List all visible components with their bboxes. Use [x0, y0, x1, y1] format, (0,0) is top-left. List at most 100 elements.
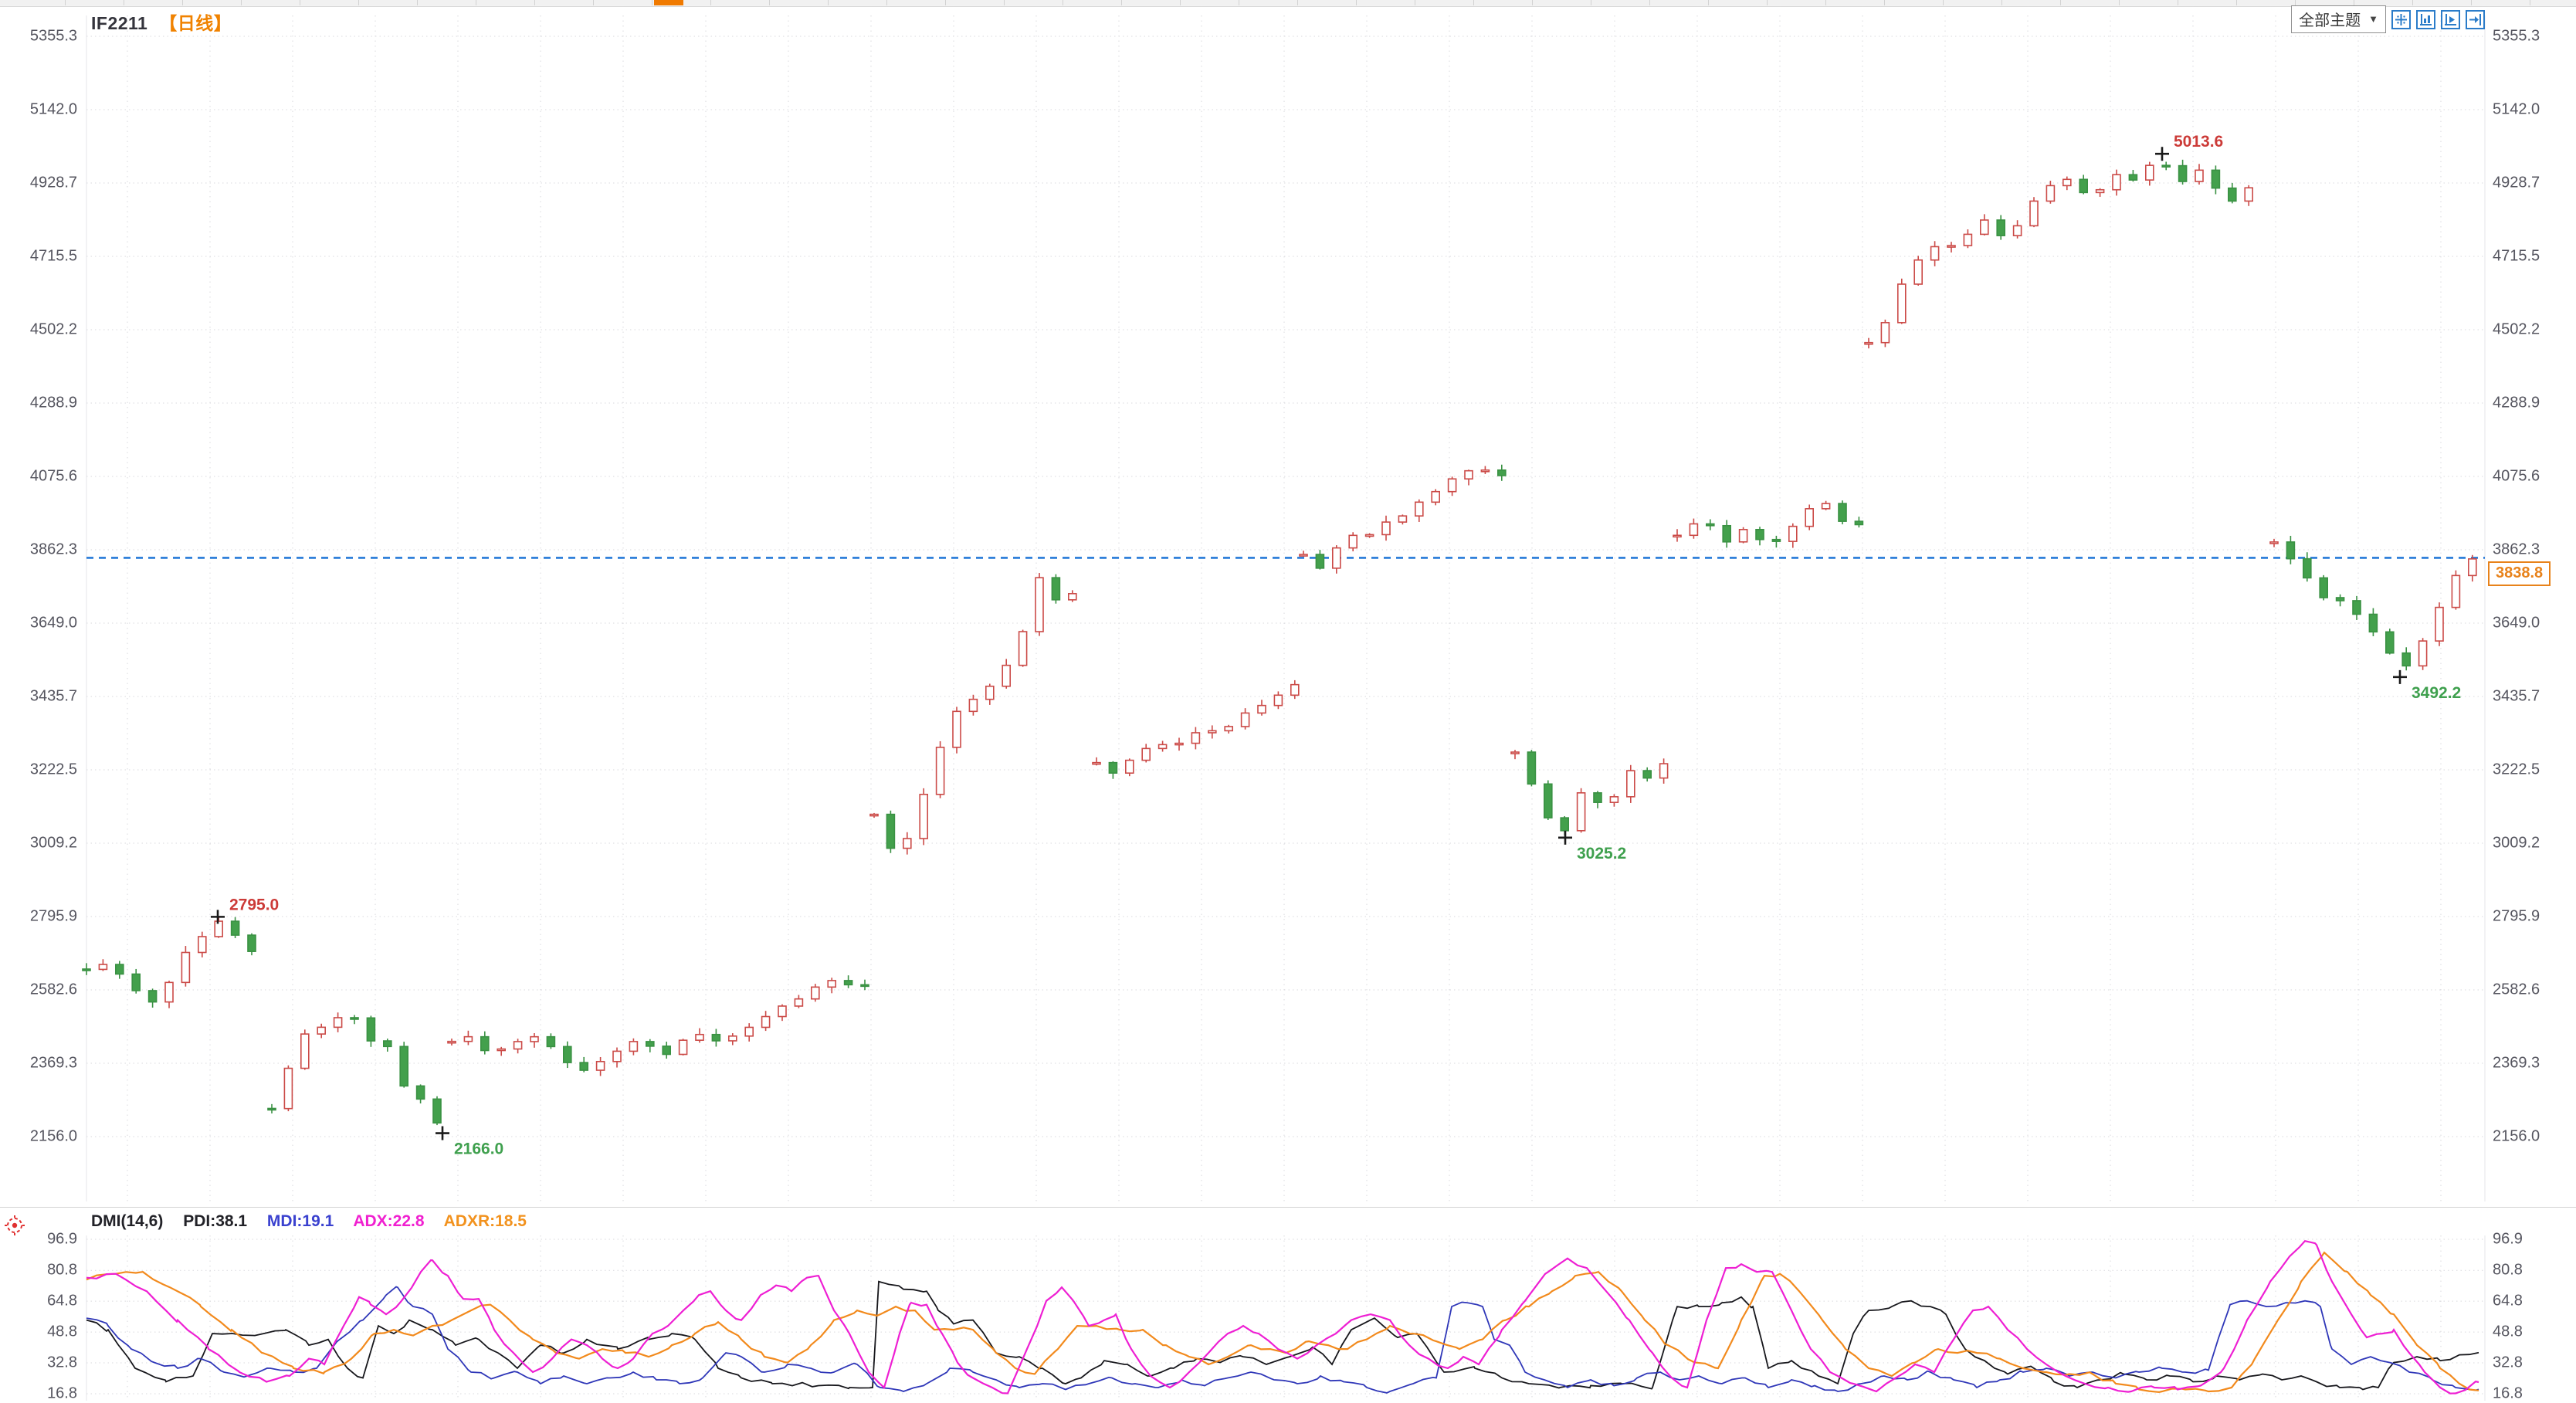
tab-segment[interactable]	[829, 0, 887, 5]
axis-tick-label: 3862.3	[2493, 541, 2540, 558]
axis-tick-label: 64.8	[47, 1292, 77, 1310]
tab-segment[interactable]	[2354, 0, 2413, 5]
top-tab-strip[interactable]	[0, 0, 2576, 7]
tab-segment[interactable]	[1181, 0, 1239, 5]
tab-segment[interactable]	[418, 0, 476, 5]
axis-tick-label: 3009.2	[29, 834, 77, 852]
symbol-label: IF2211	[91, 13, 148, 33]
chevron-down-icon: ▼	[2368, 13, 2378, 25]
tab-segment[interactable]	[1474, 0, 1533, 5]
axis-tick-label: 2795.9	[2493, 907, 2540, 925]
tab-segment[interactable]	[1298, 0, 1357, 5]
adx-value-label: ADX:22.8	[353, 1212, 425, 1230]
axis-tick-label: 32.8	[2493, 1354, 2523, 1371]
tab-segment[interactable]	[1709, 0, 1768, 5]
axis-tick-label: 3435.7	[29, 687, 77, 705]
tab-segment[interactable]	[2472, 0, 2530, 5]
axis-tick-label: 5142.0	[2493, 100, 2540, 118]
tab-segment[interactable]	[1650, 0, 1709, 5]
tab-segment[interactable]	[887, 0, 946, 5]
axis-tick-label: 2582.6	[2493, 981, 2540, 998]
axis-tick-label: 2156.0	[2493, 1127, 2540, 1145]
axis-tick-label: 4075.6	[29, 467, 77, 485]
axis-tick-label: 5355.3	[29, 27, 77, 45]
axis-tick-label: 4715.5	[29, 247, 77, 265]
tab-segment[interactable]	[1357, 0, 1415, 5]
tab-segment[interactable]	[2296, 0, 2354, 5]
tab-segment[interactable]	[594, 0, 652, 5]
axis-tick-label: 4075.6	[2493, 467, 2540, 485]
panel-divider	[0, 1207, 2576, 1208]
svg-text:3025.2: 3025.2	[1577, 845, 1626, 862]
tab-segment[interactable]	[1591, 0, 1650, 5]
tab-segment[interactable]	[535, 0, 594, 5]
play-forward-axis-icon[interactable]	[2441, 9, 2460, 29]
axis-tick-label: 3222.5	[29, 761, 77, 778]
svg-text:2795.0: 2795.0	[229, 896, 279, 913]
tab-segment[interactable]	[2413, 0, 2472, 5]
axis-tick-label: 64.8	[2493, 1292, 2523, 1310]
tab-segment[interactable]	[1122, 0, 1181, 5]
axis-tick-label: 96.9	[2493, 1230, 2523, 1248]
axis-tick-label: 80.8	[47, 1261, 77, 1279]
axis-tick-label: 5355.3	[2493, 27, 2540, 45]
axis-tick-label: 2369.3	[2493, 1054, 2540, 1072]
tab-segment[interactable]	[300, 0, 359, 5]
axis-tick-label: 2369.3	[29, 1054, 77, 1072]
tab-segment[interactable]	[66, 0, 124, 5]
tab-segment[interactable]	[2530, 0, 2576, 5]
tab-segment[interactable]	[476, 0, 535, 5]
tab-segment[interactable]	[242, 0, 300, 5]
tab-segment[interactable]	[183, 0, 242, 5]
fit-y-axis-icon[interactable]	[2416, 9, 2435, 29]
axis-tick-label: 4715.5	[2493, 247, 2540, 265]
period-label: 【日线】	[159, 13, 232, 33]
dmi-indicator-header: DMI(14,6) PDI:38.1 MDI:19.1 ADX:22.8 ADX…	[91, 1212, 542, 1231]
tab-segment[interactable]	[770, 0, 829, 5]
last-price-value: 3838.8	[2496, 564, 2544, 581]
svg-text:5013.6: 5013.6	[2174, 133, 2223, 151]
active-tab-segment[interactable]	[654, 0, 683, 5]
tab-segment[interactable]	[946, 0, 1005, 5]
tab-segment[interactable]	[1944, 0, 2002, 5]
tab-segment[interactable]	[1885, 0, 1944, 5]
tab-segment[interactable]	[2002, 0, 2061, 5]
tab-segment[interactable]	[1826, 0, 1885, 5]
tab-segment[interactable]	[1415, 0, 1474, 5]
tab-segment[interactable]	[2120, 0, 2178, 5]
jump-to-latest-icon[interactable]	[2466, 9, 2485, 29]
axis-tick-label: 96.9	[47, 1230, 77, 1248]
axis-tick-label: 3435.7	[2493, 687, 2540, 705]
tab-segment[interactable]	[2237, 0, 2296, 5]
axis-tick-label: 4288.9	[2493, 394, 2540, 412]
pdi-value-label: PDI:38.1	[183, 1212, 248, 1230]
tab-segment[interactable]	[711, 0, 770, 5]
svg-text:2166.0: 2166.0	[454, 1140, 503, 1158]
tab-segment[interactable]	[359, 0, 418, 5]
crosshair-cursor-icon[interactable]	[2391, 9, 2411, 29]
axis-tick-label: 2795.9	[29, 907, 77, 925]
axis-tick-label: 3222.5	[2493, 761, 2540, 778]
tab-segment[interactable]	[0, 0, 66, 5]
axis-tick-label: 3649.0	[2493, 614, 2540, 632]
axis-tick-label: 2156.0	[29, 1127, 77, 1145]
tab-segment[interactable]	[124, 0, 183, 5]
tab-segment[interactable]	[1768, 0, 1826, 5]
tab-segment[interactable]	[1239, 0, 1298, 5]
dmi-name-label: DMI(14,6)	[91, 1212, 164, 1230]
tab-segment[interactable]	[2061, 0, 2120, 5]
axis-tick-label: 3009.2	[2493, 834, 2540, 852]
last-price-tag: 3838.8	[2488, 561, 2551, 586]
tab-segment[interactable]	[1063, 0, 1122, 5]
tab-segment[interactable]	[1005, 0, 1063, 5]
axis-tick-label: 5142.0	[29, 100, 77, 118]
axis-tick-label: 3862.3	[29, 541, 77, 558]
indicator-settings-icon[interactable]	[4, 1215, 25, 1240]
axis-tick-label: 48.8	[2493, 1323, 2523, 1340]
axis-tick-label: 4502.2	[2493, 320, 2540, 338]
tab-segment[interactable]	[2178, 0, 2237, 5]
theme-dropdown[interactable]: 全部主题 ▼	[2291, 5, 2386, 33]
tab-segment[interactable]	[1533, 0, 1591, 5]
